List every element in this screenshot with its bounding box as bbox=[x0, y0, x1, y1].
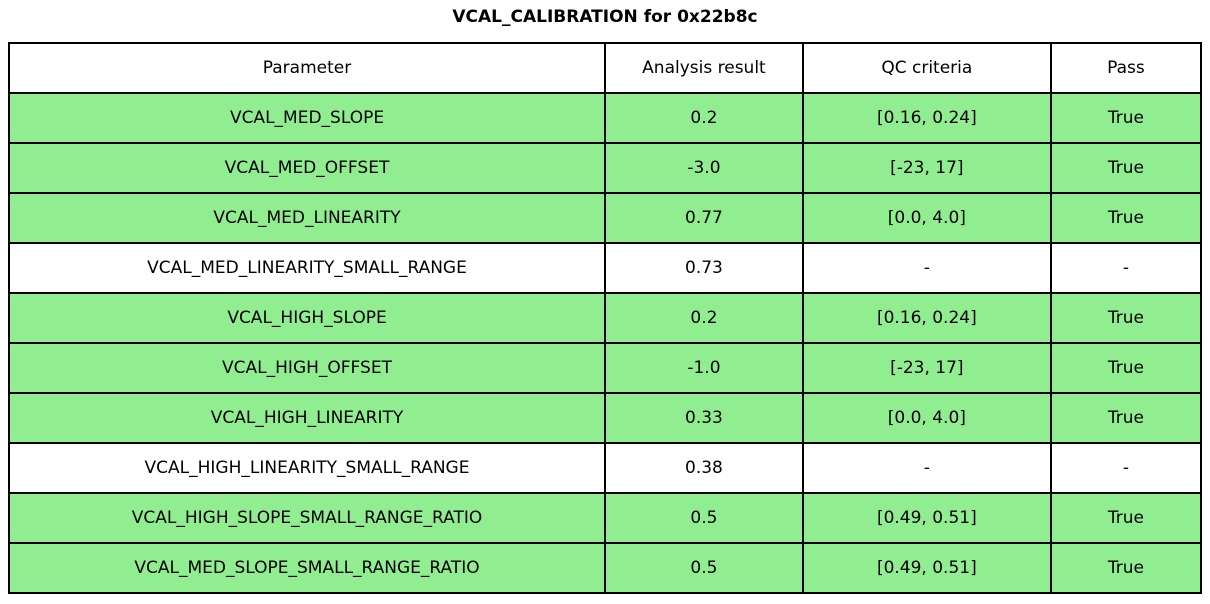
cell-parameter: VCAL_HIGH_SLOPE_SMALL_RANGE_RATIO bbox=[7, 492, 607, 544]
cell-analysis-result: 0.5 bbox=[604, 542, 804, 594]
cell-pass: True bbox=[1049, 192, 1203, 244]
cell-parameter: VCAL_HIGH_SLOPE bbox=[7, 292, 607, 344]
cell-parameter: VCAL_HIGH_OFFSET bbox=[7, 342, 607, 394]
table-row: VCAL_HIGH_LINEARITY_SMALL_RANGE 0.38- - bbox=[7, 442, 1203, 494]
cell-analysis-result: 0.5 bbox=[604, 492, 804, 544]
cell-analysis-result: 0.2 bbox=[604, 92, 804, 144]
cell-pass: - bbox=[1049, 442, 1203, 494]
cell-analysis-result: -3.0 bbox=[604, 142, 804, 194]
cell-qc-criteria: - bbox=[801, 242, 1052, 294]
cell-pass: True bbox=[1049, 392, 1203, 444]
cell-pass: - bbox=[1049, 242, 1203, 294]
cell-qc-criteria: - bbox=[801, 442, 1052, 494]
table-row: VCAL_MED_LINEARITY 0.77 [0.0, 4.0] True bbox=[7, 192, 1203, 244]
cell-pass: True bbox=[1049, 92, 1203, 144]
cell-parameter: VCAL_MED_SLOPE_SMALL_RANGE_RATIO bbox=[7, 542, 607, 594]
qc-results-table: Parameter Analysis result QC criteria Pa… bbox=[7, 42, 1203, 594]
cell-pass: True bbox=[1049, 342, 1203, 394]
table-row: VCAL_HIGH_LINEARITY 0.33 [0.0, 4.0] True bbox=[7, 392, 1203, 444]
col-header-analysis-result: Analysis result bbox=[604, 42, 804, 94]
cell-qc-criteria: [0.49, 0.51] bbox=[801, 492, 1052, 544]
cell-qc-criteria: [0.16, 0.24] bbox=[801, 92, 1052, 144]
cell-analysis-result: 0.73 bbox=[604, 242, 804, 294]
col-header-qc-criteria: QC criteria bbox=[801, 42, 1052, 94]
table-row: VCAL_MED_OFFSET -3.0 [-23, 17] True bbox=[7, 142, 1203, 194]
table-row: VCAL_MED_LINEARITY_SMALL_RANGE 0.73- - bbox=[7, 242, 1203, 294]
cell-parameter: VCAL_HIGH_LINEARITY bbox=[7, 392, 607, 444]
table-row: VCAL_HIGH_SLOPE 0.2 [0.16, 0.24] True bbox=[7, 292, 1203, 344]
cell-qc-criteria: [0.0, 4.0] bbox=[801, 392, 1052, 444]
cell-qc-criteria: [0.16, 0.24] bbox=[801, 292, 1052, 344]
cell-qc-criteria: [0.49, 0.51] bbox=[801, 542, 1052, 594]
cell-analysis-result: 0.2 bbox=[604, 292, 804, 344]
col-header-parameter: Parameter bbox=[7, 42, 607, 94]
cell-qc-criteria: [-23, 17] bbox=[801, 142, 1052, 194]
header-row: Parameter Analysis result QC criteria Pa… bbox=[7, 42, 1203, 94]
cell-parameter: VCAL_MED_SLOPE bbox=[7, 92, 607, 144]
cell-pass: True bbox=[1049, 492, 1203, 544]
cell-analysis-result: 0.77 bbox=[604, 192, 804, 244]
cell-parameter: VCAL_MED_OFFSET bbox=[7, 142, 607, 194]
cell-parameter: VCAL_MED_LINEARITY bbox=[7, 192, 607, 244]
cell-pass: True bbox=[1049, 292, 1203, 344]
table-row: VCAL_MED_SLOPE_SMALL_RANGE_RATIO 0.5 [0.49… bbox=[7, 542, 1203, 594]
cell-analysis-result: 0.38 bbox=[604, 442, 804, 494]
table-row: VCAL_HIGH_OFFSET -1.0 [-23, 17] True bbox=[7, 342, 1203, 394]
table-row: VCAL_MED_SLOPE 0.2 [0.16, 0.24] True bbox=[7, 92, 1203, 144]
cell-parameter: VCAL_HIGH_LINEARITY_SMALL_RANGE bbox=[7, 442, 607, 494]
table-row: VCAL_HIGH_SLOPE_SMALL_RANGE_RATIO 0.5 [0.4… bbox=[7, 492, 1203, 544]
cell-parameter: VCAL_MED_LINEARITY_SMALL_RANGE bbox=[7, 242, 607, 294]
cell-pass: True bbox=[1049, 142, 1203, 194]
page-title: VCAL_CALIBRATION for 0x22b8c bbox=[452, 7, 758, 27]
cell-analysis-result: -1.0 bbox=[604, 342, 804, 394]
cell-qc-criteria: [0.0, 4.0] bbox=[801, 192, 1052, 244]
cell-qc-criteria: [-23, 17] bbox=[801, 342, 1052, 394]
col-header-pass: Pass bbox=[1049, 42, 1203, 94]
cell-pass: True bbox=[1049, 542, 1203, 594]
cell-analysis-result: 0.33 bbox=[604, 392, 804, 444]
